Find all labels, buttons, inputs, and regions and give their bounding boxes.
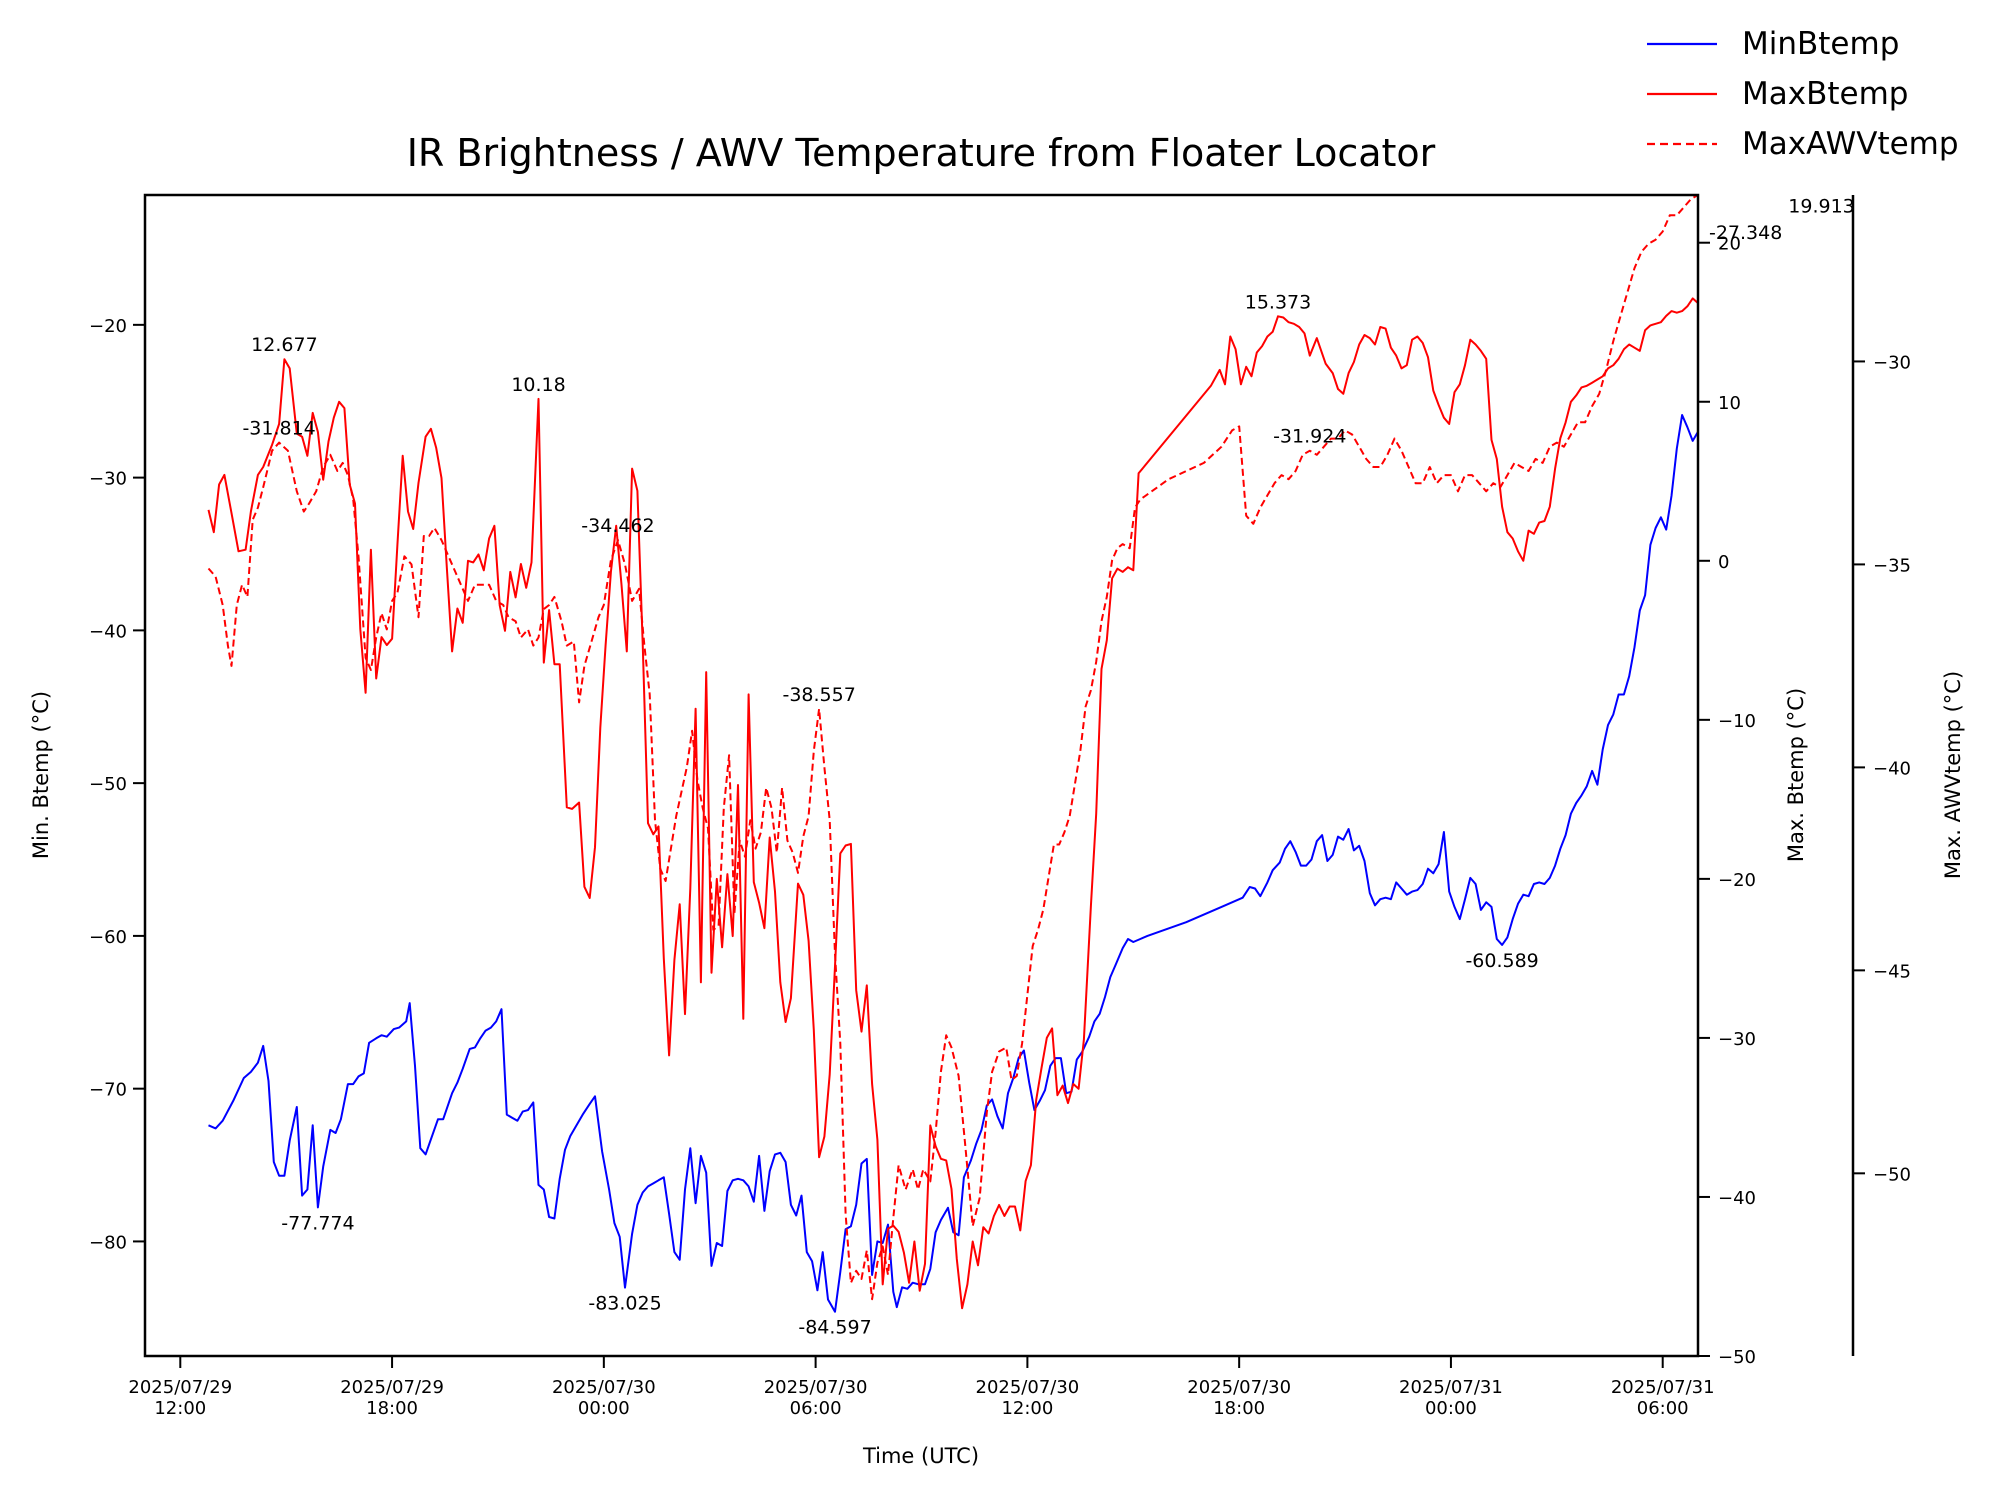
y-right1-tick-label: −50 (1718, 1347, 1756, 1368)
y-axis-max-btemp: −50 −40 −30 −20 −10 0 10 20 (1698, 234, 1756, 1368)
plot-area: -77.774 -83.025 -84.597 -60.589 -27.348 12.67… (143, 193, 1855, 1358)
x-tick-label: 12:00 (154, 1398, 206, 1419)
y-left-tick-label: −40 (89, 621, 127, 642)
data-label-minbtemp: -83.025 (588, 1293, 661, 1315)
x-tick-label: 06:00 (790, 1398, 842, 1419)
data-label-minbtemp: -27.348 (1709, 222, 1782, 244)
y-left-tick-label: −70 (89, 1080, 127, 1101)
x-tick-label: 2025/07/30 (552, 1377, 656, 1398)
x-tick-label: 2025/07/31 (1399, 1377, 1503, 1398)
y-axis-min-btemp: −80 −70 −60 −50 −40 −30 −20 (89, 316, 145, 1253)
y-left-tick-label: −80 (89, 1232, 127, 1253)
data-label-maxawvtemp: -31.814 (242, 418, 315, 440)
y-right2-tick-label: −35 (1873, 555, 1911, 576)
series-layer (207, 195, 1698, 1313)
y-left-tick-label: −30 (89, 469, 127, 490)
data-label-minbtemp: -84.597 (798, 1317, 871, 1339)
y-axis-right2-label: Max. AWVtemp (°C) (1941, 671, 1965, 879)
series-line-maxawvtemp (207, 195, 1698, 1301)
x-tick-label: 18:00 (1213, 1398, 1265, 1419)
x-tick-label: 06:00 (1637, 1398, 1689, 1419)
x-tick-label: 2025/07/30 (1187, 1377, 1291, 1398)
data-label-maxawvtemp: -31.924 (1273, 426, 1346, 448)
x-axis-label: Time (UTC) (862, 1444, 979, 1468)
y-right1-tick-label: 0 (1718, 552, 1729, 573)
data-label-maxawvtemp: -38.557 (782, 684, 855, 706)
x-tick-label: 00:00 (1425, 1398, 1477, 1419)
x-tick-label: 2025/07/30 (976, 1377, 1080, 1398)
data-label-maxbtemp: 10.18 (511, 374, 565, 396)
series-line-maxbtemp (207, 297, 1698, 1310)
data-labels: -77.774 -83.025 -84.597 -60.589 -27.348 12.67… (242, 195, 1854, 1338)
y-left-tick-label: −20 (89, 316, 127, 337)
legend-label-maxbtemp: MaxBtemp (1742, 76, 1908, 112)
x-tick-label: 2025/07/29 (340, 1377, 444, 1398)
data-label-maxawvtemp: -34.462 (581, 515, 654, 537)
y-right2-tick-label: −30 (1873, 352, 1911, 373)
y-right1-tick-label: 10 (1718, 393, 1741, 414)
legend-label-maxawvtemp: MaxAWVtemp (1742, 126, 1959, 162)
x-tick-label: 2025/07/30 (764, 1377, 868, 1398)
y-right1-tick-label: 20 (1718, 234, 1741, 255)
y-right1-tick-label: −40 (1718, 1188, 1756, 1209)
series-line-minbtemp (208, 414, 1698, 1313)
y-right1-tick-label: −20 (1718, 870, 1756, 891)
data-label-maxbtemp: 15.373 (1245, 291, 1311, 313)
y-right1-tick-label: −10 (1718, 711, 1756, 732)
legend: MinBtemp MaxBtemp MaxAWVtemp (1647, 26, 1959, 162)
data-label-maxbtemp: 12.677 (251, 334, 317, 356)
y-axis-right1-label: Max. Btemp (°C) (1784, 688, 1808, 862)
data-label-maxbtemp: 19.913 (1788, 195, 1854, 217)
legend-label-minbtemp: MinBtemp (1742, 26, 1899, 62)
y-right2-tick-label: −40 (1873, 758, 1911, 779)
x-tick-label: 2025/07/31 (1611, 1377, 1715, 1398)
y-left-tick-label: −50 (89, 774, 127, 795)
y-right2-tick-label: −45 (1873, 961, 1911, 982)
chart-title: IR Brightness / AWV Temperature from Flo… (407, 131, 1436, 175)
x-tick-label: 18:00 (366, 1398, 418, 1419)
data-label-minbtemp: -77.774 (281, 1212, 354, 1234)
y-right2-tick-label: −50 (1873, 1164, 1911, 1185)
x-tick-label: 12:00 (1001, 1398, 1053, 1419)
plot-frame (143, 193, 1700, 1358)
y-axis-max-awvtemp: −50 −45 −40 −35 −30 (1851, 195, 1911, 1356)
x-tick-label: 00:00 (578, 1398, 630, 1419)
x-axis: 2025/07/2912:002025/07/2918:002025/07/30… (128, 1356, 1715, 1419)
data-label-minbtemp: -60.589 (1465, 950, 1538, 972)
x-tick-label: 2025/07/29 (128, 1377, 232, 1398)
y-left-tick-label: −60 (89, 927, 127, 948)
y-right1-tick-label: −30 (1718, 1029, 1756, 1050)
y-axis-left-label: Min. Btemp (°C) (29, 691, 53, 859)
